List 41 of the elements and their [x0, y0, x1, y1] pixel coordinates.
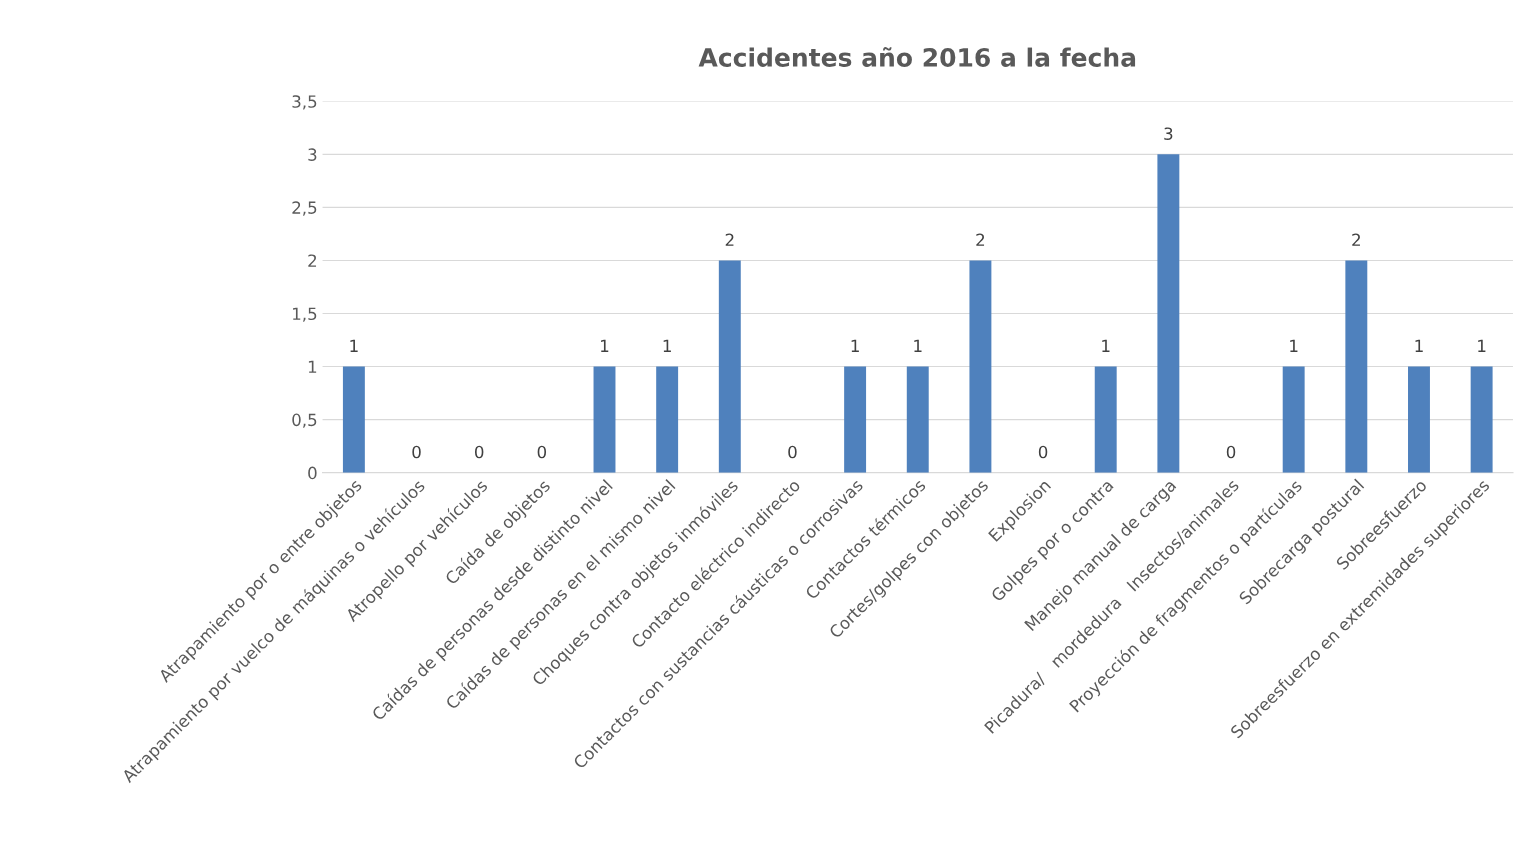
data-label: 1: [1478, 339, 1486, 352]
data-label: 3: [1164, 127, 1173, 140]
bar: [1094, 366, 1117, 473]
y-tick-label: 3,5: [292, 95, 317, 110]
bar: [844, 366, 867, 473]
data-label: 0: [1038, 445, 1048, 459]
bar: [1282, 366, 1305, 473]
y-tick-label: 2,5: [292, 201, 317, 216]
data-label: 1: [1415, 339, 1423, 352]
y-tick-label: 1: [308, 360, 317, 373]
bar: [342, 366, 365, 473]
y-tick-label: 0,5: [292, 413, 317, 428]
bar: [1157, 154, 1180, 473]
y-tick-label: 0: [308, 466, 317, 480]
data-label: 0: [474, 445, 484, 459]
y-tick-label: 1,5: [293, 307, 317, 322]
data-label: 0: [537, 445, 547, 459]
data-label: 1: [601, 339, 609, 352]
data-label: 1: [1290, 339, 1298, 352]
bar: [718, 260, 741, 473]
bar: [906, 366, 929, 473]
bar: [969, 260, 992, 473]
y-tick-label: 2: [308, 254, 317, 267]
data-label: 2: [976, 233, 985, 246]
data-label: 1: [663, 339, 671, 352]
data-label: 1: [914, 339, 922, 352]
data-label: 0: [412, 445, 421, 459]
bar: [1345, 260, 1368, 473]
data-label: 1: [851, 339, 859, 352]
chart-title: Accidentes año 2016 a la fecha: [698, 47, 1136, 67]
bar: [593, 366, 616, 473]
data-label: 0: [1226, 445, 1236, 459]
data-label: 2: [725, 233, 734, 246]
data-label: 0: [788, 445, 797, 459]
data-label: 1: [350, 339, 358, 352]
y-tick-label: 3: [308, 148, 317, 161]
data-label: 2: [1352, 233, 1360, 246]
bar: [1408, 366, 1430, 473]
data-label: 1: [1102, 339, 1110, 352]
bar: [656, 366, 679, 473]
bar: [1470, 366, 1493, 473]
